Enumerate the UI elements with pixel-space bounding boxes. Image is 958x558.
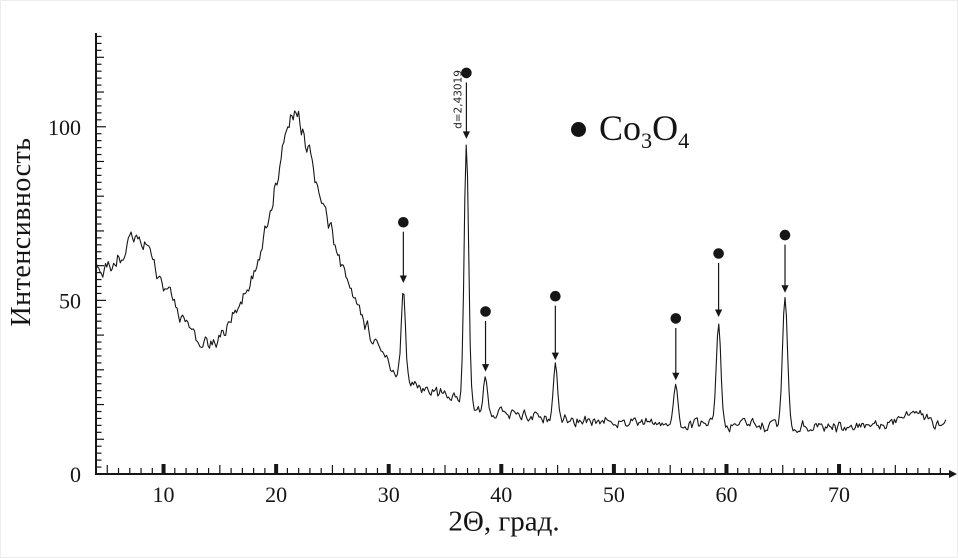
x-major-tick [724, 464, 729, 473]
x-tick-label: 70 [828, 482, 850, 507]
peak-arrow-head-icon [781, 285, 789, 293]
peak-arrow-head-icon [672, 372, 680, 381]
x-tick-label: 60 [715, 482, 737, 507]
x-axis-arrow-icon [949, 470, 957, 478]
peak-marker-dot [398, 216, 409, 228]
peak-arrow-head-icon [481, 364, 490, 372]
x-major-tick [611, 464, 616, 473]
x-tick-label: 20 [265, 482, 287, 507]
legend-filled-circle-icon [571, 121, 586, 137]
y-tick-label: 100 [48, 115, 81, 140]
peak-arrow-head-icon [462, 131, 470, 139]
peak-marker-dot [461, 67, 472, 79]
peak-arrow-head-icon [714, 309, 723, 318]
x-major-tick [386, 464, 391, 473]
x-major-tick [499, 464, 504, 473]
diffraction-trace [95, 110, 947, 434]
x-axis-title: 2Θ, град. [448, 505, 560, 538]
x-tick-label: 50 [603, 482, 625, 507]
legend: Co3O4 [571, 108, 690, 154]
peak-arrow-head-icon [551, 352, 559, 361]
peak-marker-dot [480, 306, 491, 317]
peak-marker-dot [670, 313, 682, 324]
peak-marker-dot [550, 290, 561, 302]
x-tick-label: 10 [153, 482, 175, 507]
y-axis-title: Интенсивность [6, 137, 37, 327]
d-spacing-label: d=2,43019 [452, 70, 464, 129]
peak-arrow-head-icon [399, 275, 407, 284]
y-tick-label: 0 [70, 462, 81, 487]
x-tick-label: 40 [490, 482, 512, 507]
y-tick-label: 50 [59, 288, 81, 313]
legend-label: Co3O4 [599, 108, 690, 154]
x-major-tick [161, 464, 166, 473]
x-tick-label: 30 [378, 482, 400, 507]
x-major-tick [837, 464, 842, 473]
x-major-tick [274, 464, 279, 473]
peak-marker-dot [713, 248, 724, 259]
peak-marker-dot [779, 229, 791, 241]
